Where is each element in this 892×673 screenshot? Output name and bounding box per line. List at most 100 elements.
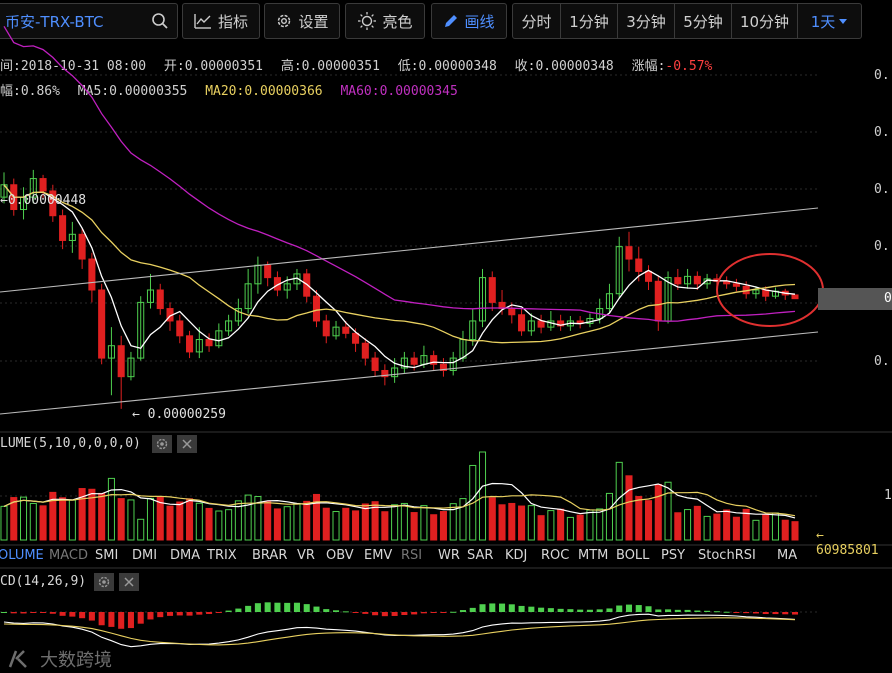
volume-bar [166, 505, 174, 541]
sun-icon [358, 12, 377, 30]
symbol-input[interactable]: 币安-TRX-BTC [5, 12, 104, 31]
volume-bar [410, 512, 418, 541]
caret-down-icon [839, 19, 848, 24]
volume-bar [576, 514, 584, 541]
search-icon[interactable] [151, 12, 169, 30]
indicator-button[interactable]: 指标 [182, 3, 260, 39]
indicator-tab-macd[interactable]: MACD [49, 548, 88, 563]
indicator-tab-rsi[interactable]: RSI [401, 548, 423, 563]
indicator-tab-olume[interactable]: OLUME [0, 548, 44, 563]
macd-histogram-bar [381, 612, 388, 617]
symbol-search[interactable]: 币安-TRX-BTC [0, 3, 178, 39]
volume-bar [283, 506, 291, 541]
watermark: 大数跨境 [6, 646, 112, 672]
info-time: 间:2018-10-31 08:00 [0, 59, 147, 74]
volume-bar [664, 481, 672, 541]
volume-settings-button[interactable] [152, 435, 172, 453]
volume-bar [195, 502, 203, 541]
macd-histogram-bar [411, 612, 418, 615]
volume-bar [781, 519, 789, 541]
candle-body [146, 289, 155, 303]
settings-button[interactable]: 设置 [264, 3, 340, 39]
timeframe-dropdown[interactable]: 1天 [798, 4, 861, 38]
indicator-tab-dma[interactable]: DMA [170, 548, 201, 563]
candle-body [674, 277, 682, 285]
indicator-tab-mtm[interactable]: MTM [578, 548, 609, 563]
indicator-tab-obv[interactable]: OBV [326, 548, 354, 563]
candle-body [469, 320, 477, 341]
macd-histogram-bar [674, 609, 681, 612]
current-price-tag: 0 [818, 288, 892, 310]
macd-settings-button[interactable] [94, 573, 114, 591]
macd-histogram-bar [479, 604, 486, 612]
candle-body [478, 277, 487, 322]
indicator-tab-trix[interactable]: TRIX [207, 548, 237, 563]
macd-histogram-bar [0, 612, 8, 613]
volume-bar [88, 488, 96, 541]
volume-bar [176, 501, 184, 541]
candle-body [176, 320, 184, 337]
indicator-tab-boll[interactable]: BOLL [616, 548, 650, 563]
indicator-tab-psy[interactable]: PSY [661, 548, 686, 563]
timeframe-10min[interactable]: 10分钟 [732, 4, 798, 38]
indicator-tab-roc[interactable]: ROC [541, 548, 570, 563]
candle-body [527, 320, 535, 332]
candle-body [693, 275, 701, 285]
volume-bar [615, 461, 623, 541]
volume-bar [713, 513, 721, 541]
indicator-label: 指标 [217, 12, 248, 31]
macd-histogram-bar [694, 610, 701, 612]
volume-bar [791, 521, 799, 541]
volume-bar [420, 505, 428, 541]
timeframe-5min[interactable]: 5分钟 [675, 4, 732, 38]
candle-body [459, 339, 467, 359]
macd-histogram-bar [69, 612, 76, 617]
macd-close-button[interactable] [119, 573, 139, 591]
macd-histogram-bar [713, 611, 720, 613]
volume-bar [312, 493, 321, 541]
volume-close-button[interactable] [177, 435, 197, 453]
macd-histogram-bar [225, 610, 232, 612]
indicator-tab-wr[interactable]: WR [438, 548, 460, 563]
macd-histogram-bar [469, 607, 476, 612]
timeframe-3min[interactable]: 3分钟 [618, 4, 675, 38]
volume-bar [186, 498, 194, 541]
volume-bar [98, 492, 106, 541]
ma5-line [3, 184, 796, 369]
indicator-tab-kdj[interactable]: KDJ [505, 548, 528, 563]
candle-body [78, 233, 86, 260]
macd-histogram-bar [332, 610, 340, 612]
macd-histogram-bar [59, 612, 66, 616]
volume-bar [654, 484, 662, 541]
macd-histogram-bar [30, 612, 37, 613]
candle-body [508, 308, 516, 316]
indicator-tab-sar[interactable]: SAR [467, 548, 494, 563]
info-ma60: MA60:0.00000345 [340, 84, 458, 99]
candle-body [723, 280, 731, 285]
indicator-tab-brar[interactable]: BRAR [252, 548, 288, 563]
macd-histogram-bar [352, 612, 359, 613]
macd-histogram-bar [235, 608, 242, 612]
draw-line-button[interactable]: 画线 [431, 3, 507, 39]
indicator-tab-stochrsi[interactable]: StochRSI [698, 548, 756, 563]
volume-bar [771, 512, 779, 541]
macd-histogram-bar [538, 607, 545, 612]
candle-body [518, 314, 526, 332]
macd-histogram-bar [723, 611, 730, 613]
volume-bar [107, 477, 115, 541]
indicator-tab-ma[interactable]: MA [777, 548, 798, 563]
timeframe-minute-line[interactable]: 分时 [513, 4, 561, 38]
indicator-tab-vr[interactable]: VR [297, 548, 315, 563]
indicator-tab-emv[interactable]: EMV [364, 548, 393, 563]
price-axis-label: 0. [874, 182, 890, 197]
watermark-logo-icon [8, 650, 27, 668]
candle-body [342, 326, 350, 334]
volume-bar [723, 509, 731, 541]
volume-bar [674, 512, 682, 541]
timeframe-1min[interactable]: 1分钟 [561, 4, 618, 38]
indicator-tab-smi[interactable]: SMI [95, 548, 119, 563]
channel-lower-line [0, 331, 819, 415]
candle-body [547, 320, 555, 328]
theme-toggle-button[interactable]: 亮色 [345, 3, 425, 39]
indicator-tab-dmi[interactable]: DMI [132, 548, 158, 563]
